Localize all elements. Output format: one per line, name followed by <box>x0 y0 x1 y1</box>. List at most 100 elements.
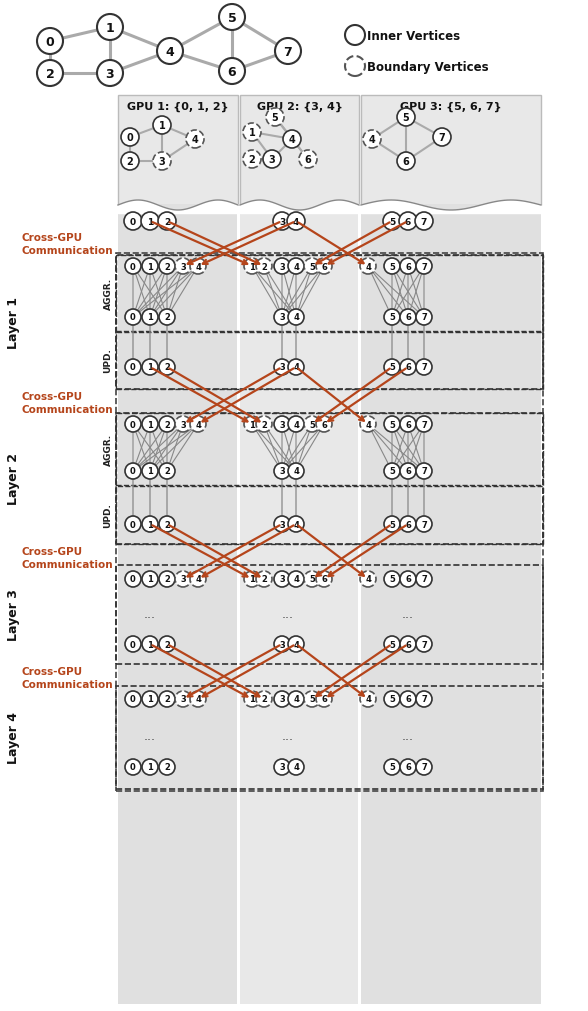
Text: 2: 2 <box>164 421 170 429</box>
Text: UPD.: UPD. <box>103 348 112 373</box>
Circle shape <box>360 259 376 275</box>
Circle shape <box>360 417 376 433</box>
Text: 1: 1 <box>249 575 255 584</box>
Text: Communication: Communication <box>22 246 113 256</box>
Text: 5: 5 <box>389 575 395 584</box>
Circle shape <box>37 29 63 55</box>
Text: 4: 4 <box>369 134 375 145</box>
Circle shape <box>125 571 141 587</box>
Bar <box>116 413 543 485</box>
Text: 3: 3 <box>279 762 285 771</box>
Text: 3: 3 <box>269 155 275 165</box>
Circle shape <box>275 39 301 65</box>
Bar <box>237 205 240 1004</box>
Text: 3: 3 <box>180 575 186 584</box>
Circle shape <box>400 759 416 775</box>
Text: 4: 4 <box>293 467 299 476</box>
Bar <box>240 205 359 1004</box>
Circle shape <box>274 463 290 479</box>
Text: 5: 5 <box>309 262 315 271</box>
Text: 1: 1 <box>147 467 153 476</box>
Text: 7: 7 <box>439 132 445 143</box>
Text: Cross-GPU: Cross-GPU <box>22 391 83 401</box>
Text: 6: 6 <box>405 575 411 584</box>
Circle shape <box>399 212 417 231</box>
Circle shape <box>97 15 123 41</box>
Circle shape <box>244 692 260 708</box>
Text: 0: 0 <box>130 640 136 649</box>
Text: 7: 7 <box>421 421 427 429</box>
Text: 2: 2 <box>164 217 170 226</box>
Circle shape <box>397 109 415 126</box>
Circle shape <box>273 212 291 231</box>
Text: 6: 6 <box>321 695 327 704</box>
Circle shape <box>124 212 142 231</box>
Circle shape <box>244 417 260 433</box>
Circle shape <box>384 309 400 326</box>
Text: 3: 3 <box>279 421 285 429</box>
Text: 6: 6 <box>405 363 411 372</box>
Circle shape <box>288 360 304 376</box>
Text: 1: 1 <box>147 575 153 584</box>
Text: 7: 7 <box>421 363 427 372</box>
Circle shape <box>316 571 332 587</box>
Text: 2: 2 <box>261 695 267 704</box>
Circle shape <box>142 360 158 376</box>
Circle shape <box>97 61 123 87</box>
Text: AGGR.: AGGR. <box>103 278 112 309</box>
Text: 1: 1 <box>249 127 255 137</box>
Circle shape <box>304 417 320 433</box>
Text: 3: 3 <box>279 640 285 649</box>
Text: 7: 7 <box>421 217 427 226</box>
Text: 3: 3 <box>159 157 165 167</box>
Circle shape <box>416 360 432 376</box>
Circle shape <box>416 571 432 587</box>
Circle shape <box>274 517 290 533</box>
Text: Layer 1: Layer 1 <box>8 296 21 349</box>
Circle shape <box>384 571 400 587</box>
Text: 4: 4 <box>195 695 201 704</box>
Text: Cross-GPU: Cross-GPU <box>22 233 83 243</box>
Text: Communication: Communication <box>22 559 113 569</box>
Circle shape <box>190 571 206 587</box>
Text: 6: 6 <box>405 640 411 649</box>
Text: Communication: Communication <box>22 679 113 690</box>
Circle shape <box>121 153 139 171</box>
Circle shape <box>400 417 416 433</box>
Bar <box>361 205 541 1004</box>
Text: 7: 7 <box>421 520 427 529</box>
Text: 5: 5 <box>389 421 395 429</box>
Text: 5: 5 <box>389 695 395 704</box>
Text: 4: 4 <box>293 520 299 529</box>
Text: 6: 6 <box>321 262 327 271</box>
Bar <box>116 686 543 790</box>
Text: 5: 5 <box>389 313 395 323</box>
Text: 4: 4 <box>166 45 175 59</box>
Circle shape <box>383 212 401 231</box>
Circle shape <box>153 153 171 171</box>
Circle shape <box>384 259 400 275</box>
Circle shape <box>299 151 317 169</box>
Text: 2: 2 <box>249 155 255 165</box>
Text: ...: ... <box>144 730 156 743</box>
Bar <box>116 333 543 389</box>
Circle shape <box>125 417 141 433</box>
Circle shape <box>243 151 261 169</box>
Text: 4: 4 <box>293 363 299 372</box>
Circle shape <box>415 212 433 231</box>
Text: 6: 6 <box>405 421 411 429</box>
Circle shape <box>288 571 304 587</box>
Circle shape <box>256 571 272 587</box>
Text: 2: 2 <box>164 467 170 476</box>
Circle shape <box>125 517 141 533</box>
Text: Inner Vertices: Inner Vertices <box>367 29 460 42</box>
Circle shape <box>125 360 141 376</box>
Text: GPU 2: {3, 4}: GPU 2: {3, 4} <box>256 102 342 112</box>
Text: 5: 5 <box>272 113 278 123</box>
Circle shape <box>288 417 304 433</box>
Circle shape <box>121 128 139 147</box>
Text: 5: 5 <box>389 520 395 529</box>
Circle shape <box>274 360 290 376</box>
Circle shape <box>274 759 290 775</box>
Circle shape <box>416 517 432 533</box>
